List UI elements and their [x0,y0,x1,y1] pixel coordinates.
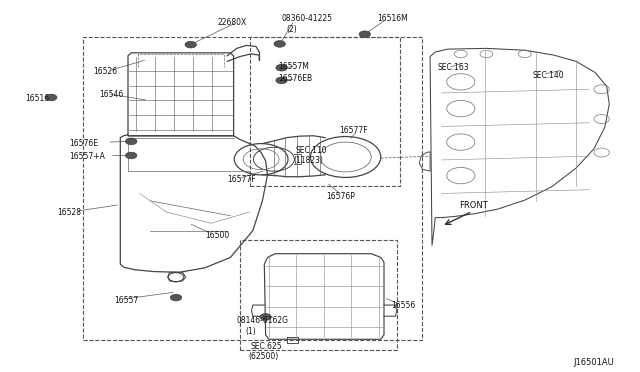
Text: 16577F: 16577F [339,126,368,135]
Text: SEC.625: SEC.625 [251,342,282,351]
Circle shape [276,64,287,71]
Circle shape [274,41,285,47]
Text: 16546: 16546 [99,90,124,99]
Circle shape [276,77,287,84]
Text: 08146-6162G: 08146-6162G [237,316,289,325]
Text: (62500): (62500) [248,352,278,361]
Circle shape [125,152,137,159]
Text: (11823): (11823) [293,156,323,165]
Text: 16500: 16500 [205,231,229,240]
Text: 16557: 16557 [114,296,138,305]
Text: FRONT: FRONT [460,201,488,210]
Text: SEC.163: SEC.163 [437,63,468,72]
Circle shape [260,314,271,320]
Text: 16556: 16556 [392,301,416,310]
Text: 16557+A: 16557+A [69,153,105,161]
Text: (2): (2) [286,25,297,33]
Text: SEC.140: SEC.140 [532,71,564,80]
Text: 16516M: 16516M [378,14,408,23]
Text: 16576E: 16576E [69,139,98,148]
Text: 16576EB: 16576EB [278,74,312,83]
Circle shape [170,294,182,301]
Text: J16501AU: J16501AU [573,358,614,367]
Text: 22680X: 22680X [218,18,247,27]
Text: (1): (1) [245,327,256,336]
Text: SEC.110: SEC.110 [296,146,327,155]
Text: 16528: 16528 [58,208,82,217]
Circle shape [45,94,57,101]
Circle shape [185,41,196,48]
Circle shape [359,31,371,38]
Text: 16516: 16516 [26,94,50,103]
Text: 16577F: 16577F [227,175,256,184]
Text: 16557M: 16557M [278,62,309,71]
Circle shape [125,138,137,145]
Text: 16576P: 16576P [326,192,355,201]
Text: 16526: 16526 [93,67,117,76]
Text: 08360-41225: 08360-41225 [282,14,333,23]
